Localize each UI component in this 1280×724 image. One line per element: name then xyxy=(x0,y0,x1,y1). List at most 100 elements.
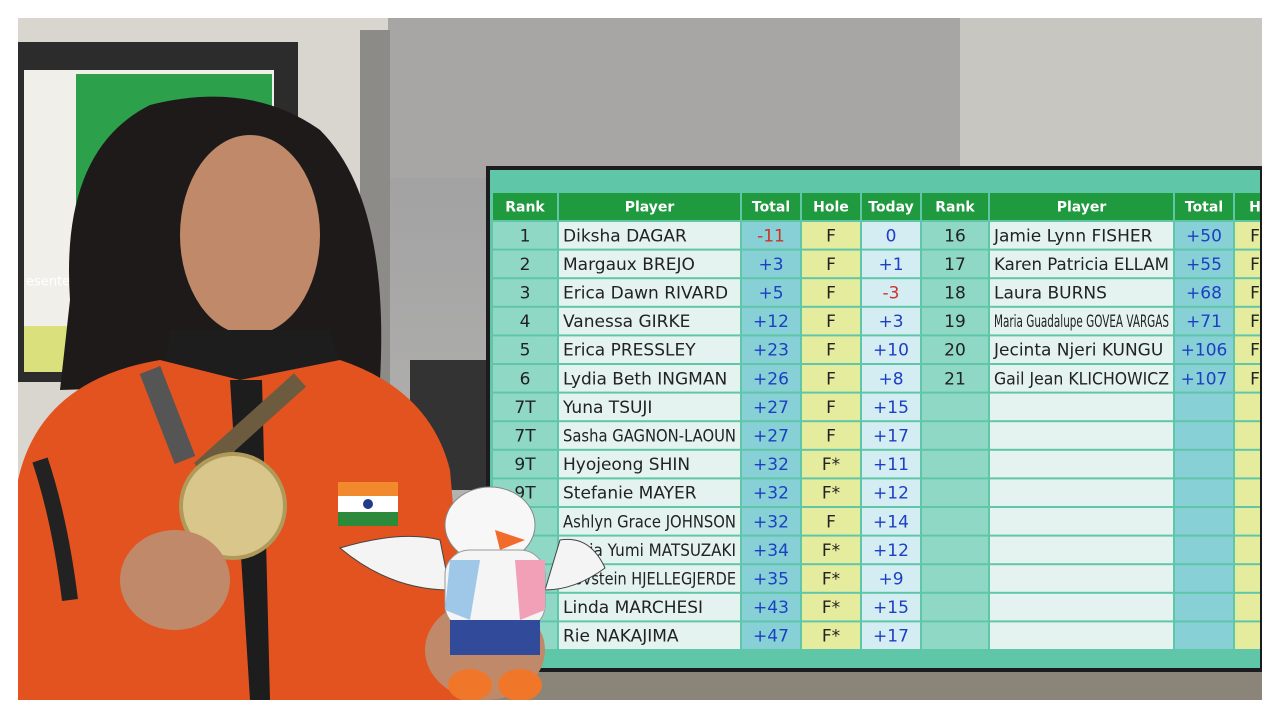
hole-text: F xyxy=(826,255,836,275)
hole-text: F* xyxy=(822,627,840,647)
cell xyxy=(742,536,800,564)
cell xyxy=(1235,279,1260,306)
today-text: +10 xyxy=(873,341,909,361)
cell xyxy=(802,622,860,649)
cell xyxy=(1175,250,1233,278)
total-text: -11 xyxy=(757,226,785,246)
header-cell xyxy=(559,193,740,220)
total-text: +35 xyxy=(753,570,789,590)
total-text: +34 xyxy=(753,541,789,561)
rank-text: 1 xyxy=(520,226,531,246)
today-text: +9 xyxy=(878,570,903,590)
hole-text: F xyxy=(826,226,836,246)
hole-text: F xyxy=(826,312,836,332)
cell xyxy=(922,593,988,621)
cell xyxy=(802,307,860,335)
cell xyxy=(1175,508,1233,535)
cell xyxy=(742,307,800,335)
cell xyxy=(742,593,800,621)
cell xyxy=(559,336,740,363)
hole-text: F xyxy=(1250,226,1260,246)
cell xyxy=(862,593,920,621)
header-cell xyxy=(922,193,988,220)
cell xyxy=(493,393,557,421)
header-cell xyxy=(802,193,860,220)
header-text: Total xyxy=(1185,200,1223,216)
total-text: +5 xyxy=(758,284,783,304)
rank-text: 7T xyxy=(514,427,536,447)
rank-text: 18 xyxy=(944,284,966,304)
header-text: H xyxy=(1249,200,1261,216)
player-name: Karen Patricia ELLAM xyxy=(994,255,1169,275)
cell xyxy=(922,422,988,449)
today-text: -3 xyxy=(883,284,900,304)
total-text: +23 xyxy=(753,341,789,361)
cell xyxy=(742,479,800,506)
screen-text: esenter xyxy=(26,275,76,290)
today-text: +11 xyxy=(873,455,909,475)
player-name: Hyojeong SHIN xyxy=(563,455,690,475)
today-text: +14 xyxy=(873,512,909,532)
player-name: Stefanie MAYER xyxy=(563,484,697,504)
hole-text: F xyxy=(826,369,836,389)
cell xyxy=(1235,622,1260,649)
cell xyxy=(862,508,920,535)
hole-text: F* xyxy=(822,541,840,561)
cell xyxy=(559,622,740,649)
cell xyxy=(742,222,800,249)
cell xyxy=(493,307,557,335)
cell xyxy=(559,365,740,392)
cell xyxy=(1235,450,1260,478)
total-text: +107 xyxy=(1181,369,1228,389)
player-name: Fabia Yumi MATSUZAKI xyxy=(563,541,736,561)
cell xyxy=(742,250,800,278)
header-text: Rank xyxy=(505,200,545,216)
cell xyxy=(559,250,740,278)
cell xyxy=(493,222,557,249)
cell xyxy=(802,222,860,249)
cell xyxy=(802,593,860,621)
cell xyxy=(1175,307,1233,335)
header-cell xyxy=(1175,193,1233,220)
today-text: 0 xyxy=(886,226,897,246)
cell xyxy=(802,479,860,506)
cell xyxy=(1235,565,1260,592)
cell xyxy=(742,422,800,449)
cell xyxy=(990,222,1173,249)
total-text: +32 xyxy=(753,484,789,504)
cell xyxy=(1235,336,1260,363)
total-text: +71 xyxy=(1186,312,1222,332)
cell xyxy=(493,450,557,478)
cell xyxy=(862,222,920,249)
cell xyxy=(742,336,800,363)
cell xyxy=(862,279,920,306)
cell xyxy=(922,307,988,335)
player-name: Lydia Beth INGMAN xyxy=(563,369,727,389)
cell xyxy=(990,479,1173,506)
cell xyxy=(742,565,800,592)
cell xyxy=(1175,393,1233,421)
cell xyxy=(742,279,800,306)
cell xyxy=(493,250,557,278)
hole-text: F* xyxy=(822,455,840,475)
cell xyxy=(922,508,988,535)
today-text: +12 xyxy=(873,541,909,561)
hole-text: F* xyxy=(822,570,840,590)
player-name: Linda MARCHESI xyxy=(563,598,703,618)
cell xyxy=(1235,365,1260,392)
player-name: Jamie Lynn FISHER xyxy=(993,226,1153,246)
total-text: +106 xyxy=(1181,341,1228,361)
total-text: +68 xyxy=(1186,284,1222,304)
cell xyxy=(742,622,800,649)
total-text: +27 xyxy=(753,398,789,418)
hole-text: F* xyxy=(822,598,840,618)
header-text: Today xyxy=(868,200,913,216)
cell xyxy=(742,365,800,392)
header-text: Hole xyxy=(813,200,849,216)
cell xyxy=(862,536,920,564)
cell xyxy=(802,336,860,363)
total-text: +32 xyxy=(753,512,789,532)
player-name: Gail Jean KLICHOWICZ xyxy=(994,369,1169,389)
cell xyxy=(559,450,740,478)
